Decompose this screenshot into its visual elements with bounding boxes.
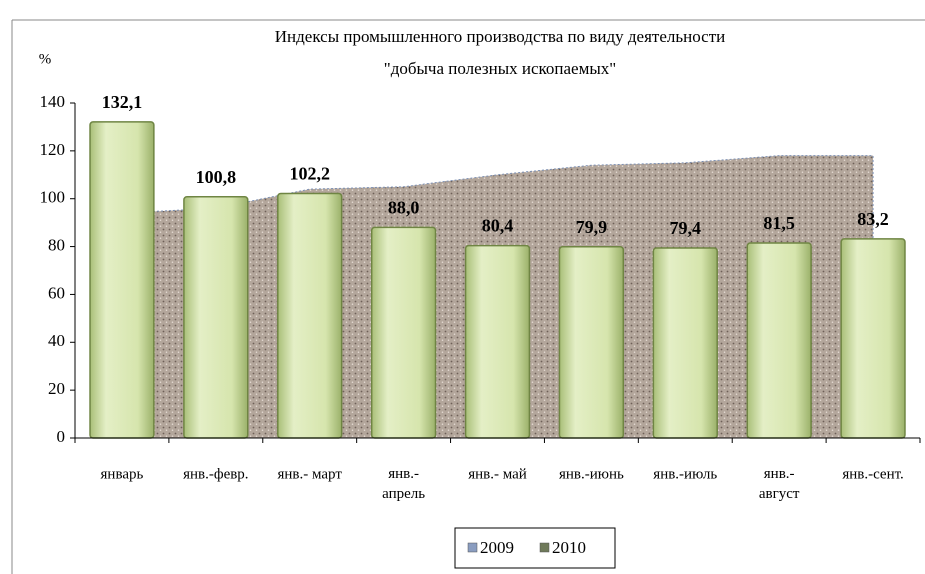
value-label: 88,0	[388, 198, 420, 218]
y-axis-label: %	[39, 51, 52, 67]
value-label: 132,1	[102, 92, 143, 112]
value-label: 79,9	[576, 217, 608, 237]
y-tick-label: 20	[48, 379, 65, 398]
value-label: 83,2	[857, 209, 889, 229]
value-label: 100,8	[196, 167, 237, 187]
value-label: 79,4	[670, 218, 702, 238]
legend-box	[454, 527, 616, 569]
legend-swatch	[467, 542, 478, 553]
x-tick-label: янв.-август	[759, 466, 800, 502]
y-tick-label: 140	[40, 92, 66, 111]
bar	[558, 246, 625, 439]
x-tick-label: январь	[101, 466, 144, 482]
x-tick-label: янв.-апрель	[382, 466, 425, 502]
bar	[652, 247, 718, 439]
chart-subtitle: "добыча полезных ископаемых"	[384, 59, 616, 78]
value-label: 80,4	[482, 216, 514, 236]
value-label: 102,2	[289, 164, 330, 184]
chart-title: Индексы промышленного производства по ви…	[275, 27, 725, 46]
legend-label: 2009	[480, 538, 514, 557]
y-tick-label: 0	[57, 427, 66, 446]
x-tick-label: янв.-июнь	[559, 466, 624, 482]
bar	[464, 244, 531, 439]
legend-label: 2010	[552, 538, 586, 557]
bar	[746, 242, 812, 439]
y-tick-label: 40	[48, 331, 65, 350]
bar	[183, 196, 249, 439]
y-tick-label: 100	[40, 188, 66, 207]
x-tick-label: янв.- май	[468, 466, 527, 482]
y-tick-label: 60	[48, 283, 65, 302]
bar	[277, 192, 343, 439]
value-label: 81,5	[763, 213, 795, 233]
x-tick-label: янв.- март	[278, 466, 343, 482]
x-tick-label: янв.-февр.	[183, 466, 248, 482]
x-tick-label: янв.-июль	[653, 466, 717, 482]
y-tick-label: 120	[40, 140, 66, 159]
legend-swatch	[539, 542, 550, 553]
x-tick-label: янв.-сент.	[842, 466, 903, 482]
bar	[89, 121, 155, 439]
legend: 2009 2010	[454, 527, 616, 569]
bar	[840, 238, 906, 439]
y-tick-label: 80	[48, 235, 65, 254]
bar	[370, 226, 437, 439]
